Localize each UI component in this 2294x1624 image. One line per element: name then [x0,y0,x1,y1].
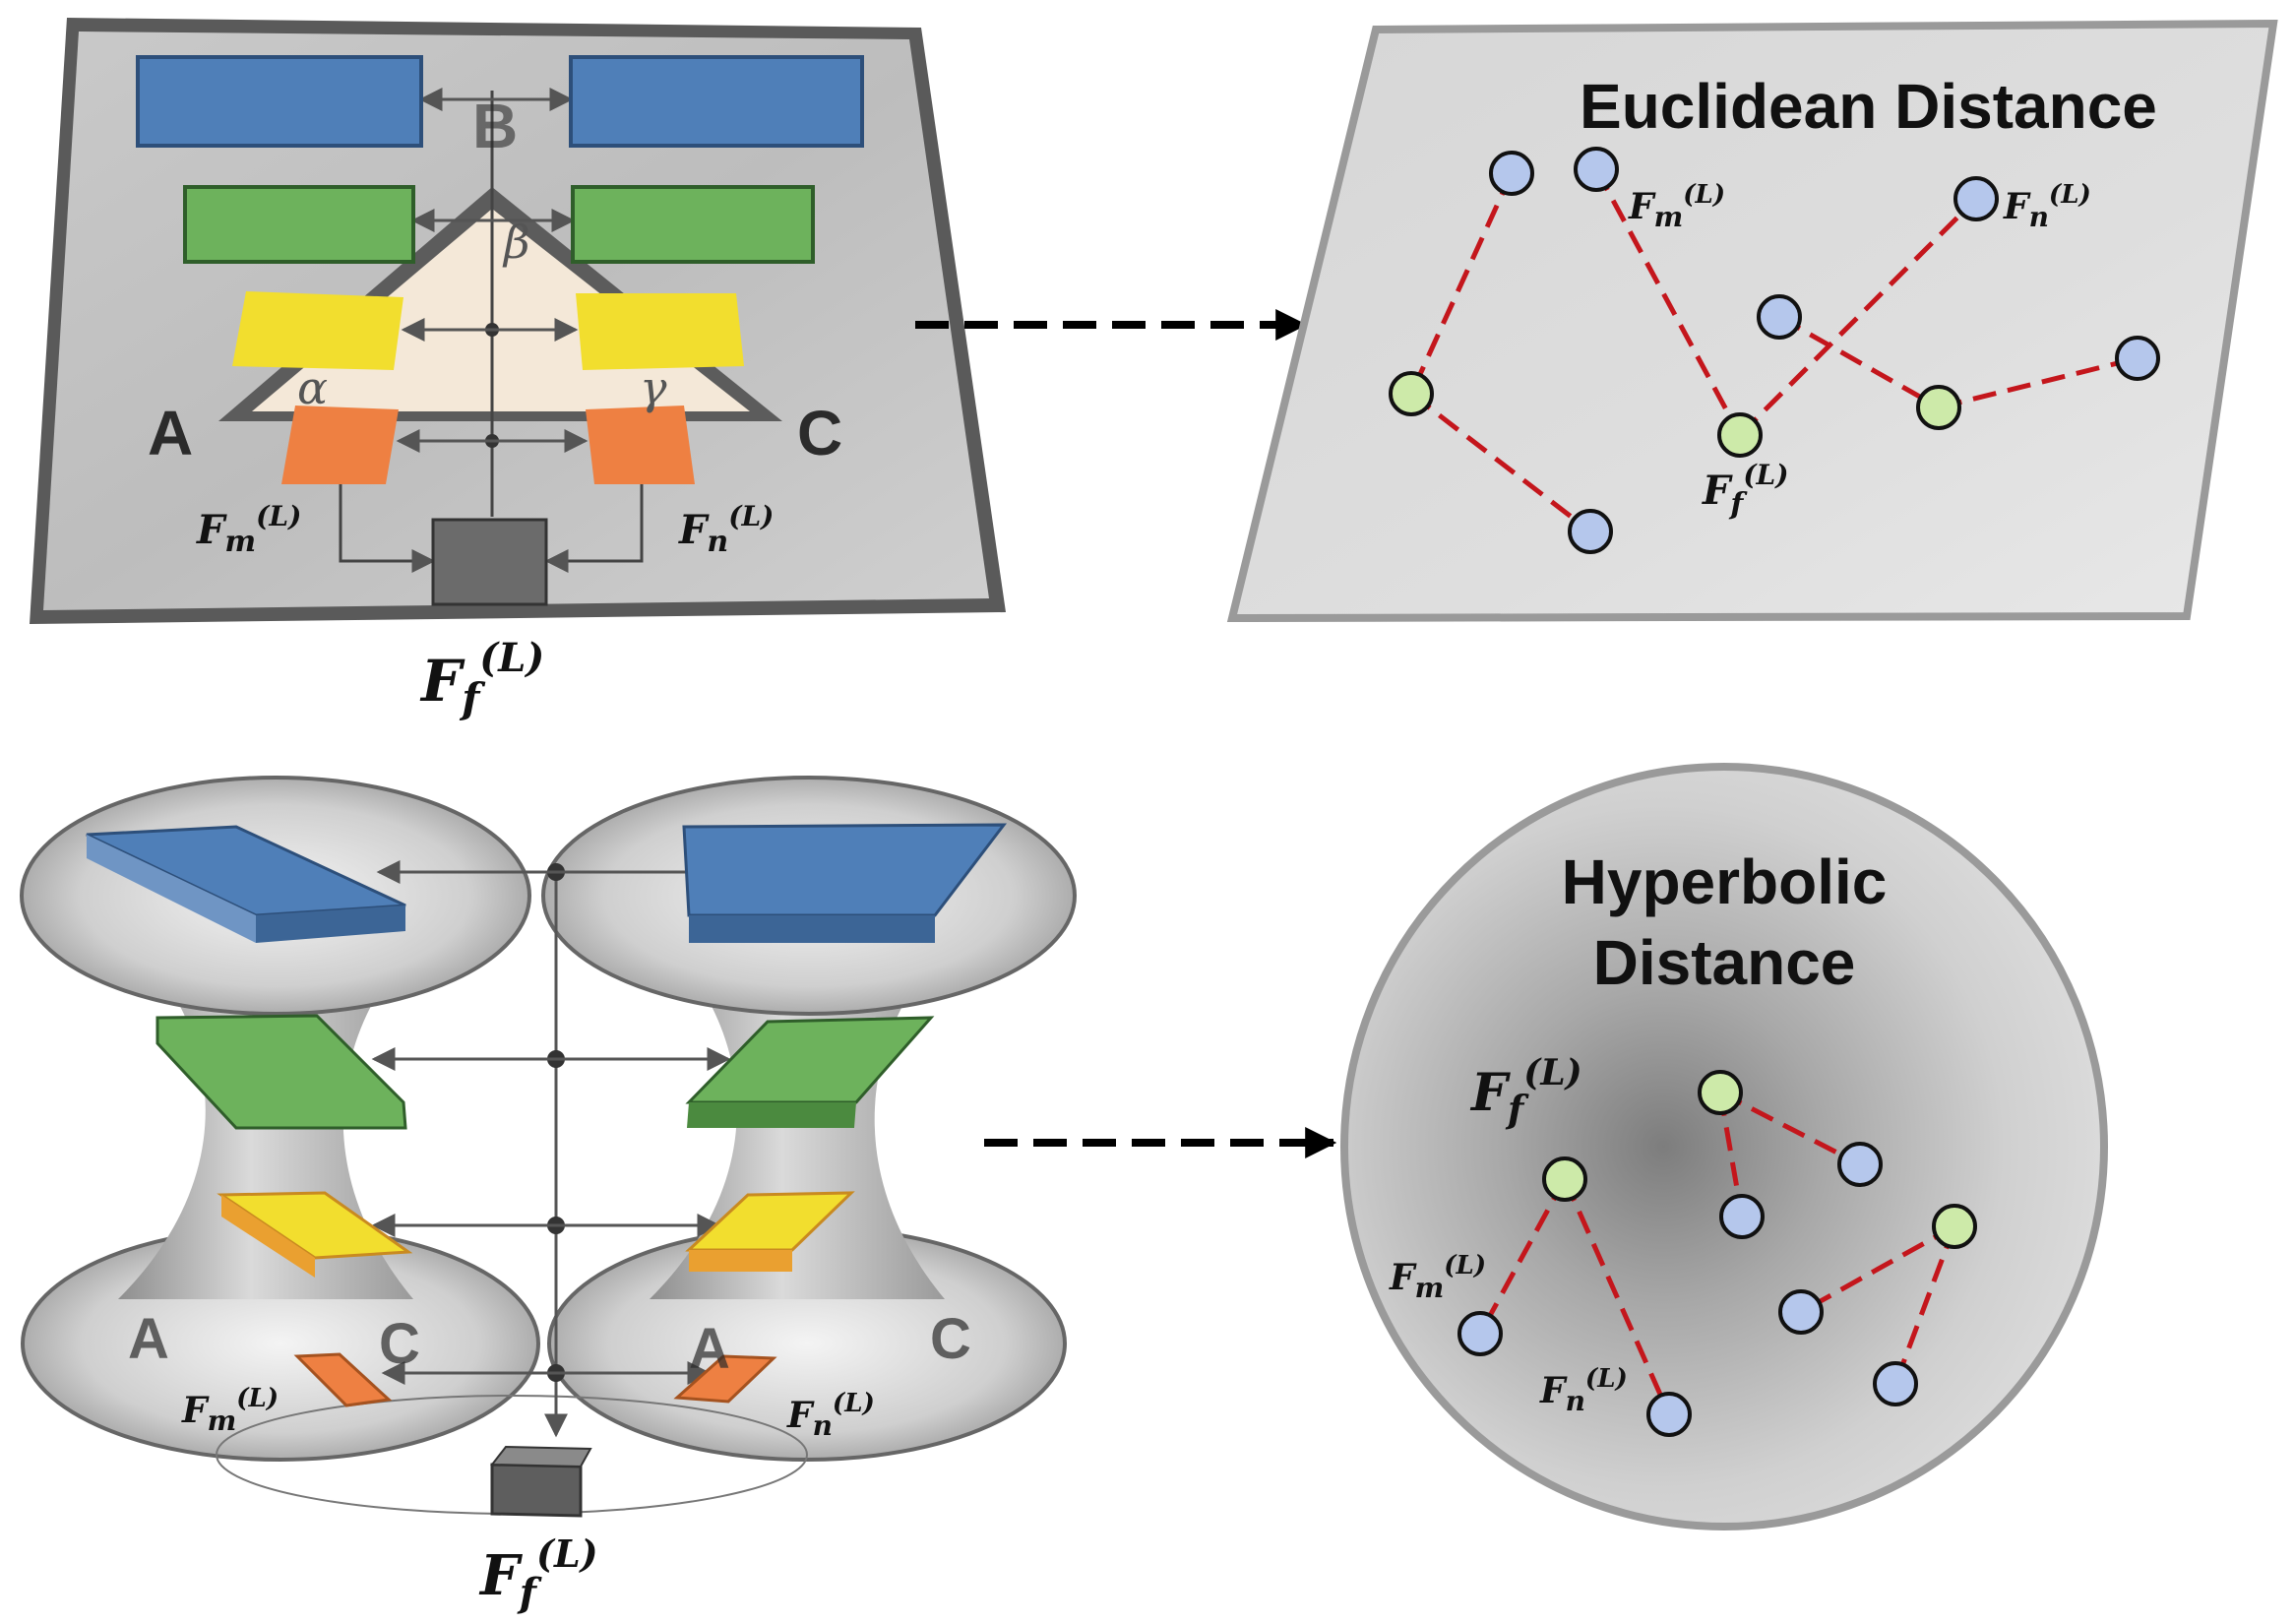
orange-block-right [586,406,695,484]
corner-c: C [797,398,842,468]
sketch-label-fn: Fn(L) [786,1389,875,1442]
node-blue [2115,336,2160,381]
hyperbolic-nodes [1457,1070,1977,1437]
node-green [1916,385,1961,430]
corner-b: B [472,91,518,161]
euclidean-nodes [1389,147,2160,554]
orange-slab-right [673,1354,777,1404]
euclidean-edges [1408,167,2139,533]
orange-block-left [281,406,399,484]
edge [1408,171,1515,396]
green-slab-left [155,1014,407,1130]
node-green [1542,1156,1587,1202]
green-block-right [571,185,815,264]
blue-block-right [569,55,864,148]
fusion-block [431,518,548,606]
angle-alpha: α [297,361,328,414]
blue-block-left [136,55,423,148]
yellow-slab-right-edge [689,1250,792,1272]
node-blue [1778,1289,1824,1335]
yellow-block-right [576,293,744,370]
corner-a-left: A [128,1307,169,1371]
node-blue [1757,294,1802,340]
node-blue [1837,1142,1883,1187]
disk-label-fm: Fm(L) [1389,1251,1486,1304]
fusion-block-front [490,1463,583,1518]
corner-a: A [148,398,193,468]
connector-fm [339,484,436,573]
sketch-label-fm: Fm(L) [181,1384,279,1437]
node-blue [1568,509,1613,554]
plane-label-fn: Fn(L) [2003,180,2091,233]
yellow-block-left [232,291,403,370]
edge [1593,167,1743,437]
fusion-block-top [489,1445,592,1468]
edge [1718,1090,1862,1167]
blue-slab-right-edge [689,915,935,943]
edge [1738,197,1978,437]
sketch-label-ff: Ff(L) [478,1531,598,1616]
orange-slab-left [293,1352,393,1407]
node-blue [1719,1194,1765,1239]
euclidean-plane: Euclidean Distance Fm(L) Fn(L) Ff(L) [1226,19,2278,623]
blue-slab-left-edge [256,906,405,943]
edge [1477,1177,1568,1336]
node-green [1698,1070,1743,1115]
node-blue [1457,1311,1503,1356]
connector-fn [544,484,644,573]
angle-beta: β [502,216,530,269]
blue-slab-left-side [87,835,256,943]
hyperboloid-sketch: A C A C Fm(L) Fn(L) Ff(L) [20,776,1077,1616]
edge [1777,314,1941,410]
node-blue [1646,1392,1692,1437]
board-label-fn: Fn(L) [678,500,774,559]
node-blue [1953,176,1999,221]
green-slab-right-edge [687,1102,856,1128]
node-blue [1574,147,1619,192]
node-green [1717,412,1763,458]
yellow-slab-left-side [221,1195,315,1278]
edge [1892,1225,1957,1385]
node-green [1932,1204,1977,1249]
angle-gamma: γ [640,361,667,414]
euclidean-title: Euclidean Distance [1580,71,2157,142]
corner-c-right: C [930,1307,971,1371]
sketch-arrows [371,860,731,1438]
corner-c-left: C [379,1312,420,1376]
disk-label-fn: Fn(L) [1539,1364,1628,1417]
plane-label-fm: Fm(L) [1628,180,1725,233]
board-label-fm: Fm(L) [196,500,301,559]
green-block-left [183,185,415,264]
node-green [1389,371,1434,416]
edge [1562,1177,1672,1416]
euclidean-board: A B C α β γ Fm(L) Fn(L) Ff(L) [30,18,1006,722]
hyperbolic-title-line2: Distance [1593,927,1856,998]
board-label-ff: Ff(L) [419,635,544,722]
corner-a-right: A [689,1317,730,1381]
node-blue [1873,1361,1918,1406]
hyperbolic-title-line1: Hyperbolic [1562,846,1888,917]
disk-label-ff: Ff(L) [1469,1052,1582,1131]
hyperbolic-disk: Hyperbolic Distance Ff(L) Fm(L) Fn(L) [1340,763,2108,1530]
node-blue [1489,151,1534,196]
edge [1409,392,1592,533]
yellow-slab-left [217,1191,413,1260]
edge [1799,1223,1956,1315]
